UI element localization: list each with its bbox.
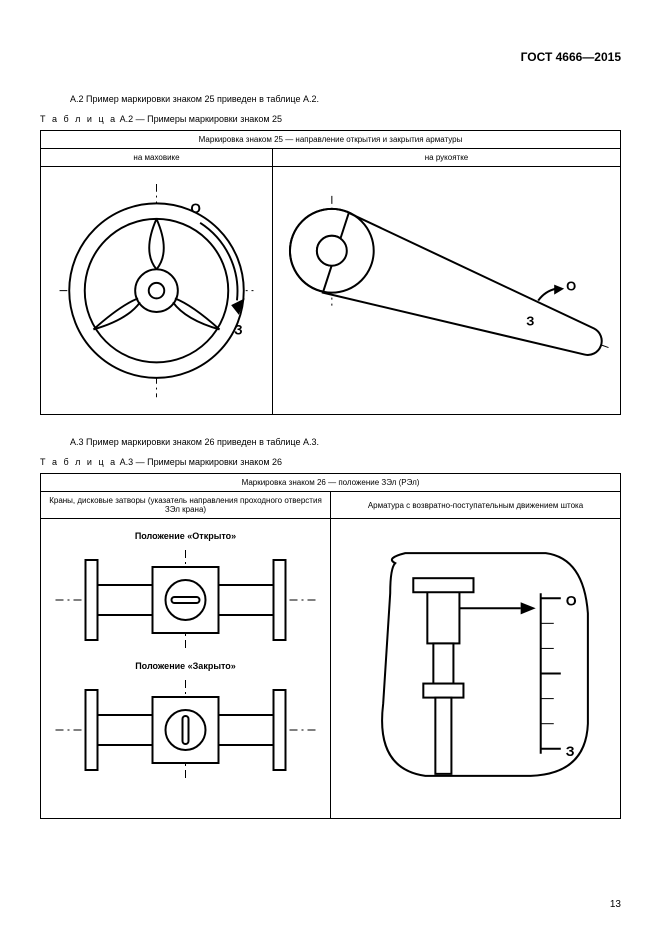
para-a2: А.2 Пример маркировки знаком 25 приведен… [70,94,621,104]
table-a2-caption: Т а б л и ц а А.2 — Примеры маркировки з… [40,114,621,124]
scale-close-label: З [566,743,575,759]
table-a2-header-span: Маркировка знаком 25 — направление откры… [41,131,621,149]
stem-indicator-icon: О З [335,523,616,814]
table-a2: Маркировка знаком 25 — направление откры… [40,130,621,415]
caption-rest: А.2 — Примеры маркировки знаком 25 [117,114,282,124]
handwheel-open-label: О [190,201,201,216]
table-a3-caption: Т а б л и ц а А.3 — Примеры маркировки з… [40,457,621,467]
table-a2-col1: на маховике [41,149,273,167]
stem-indicator-cell: О З [331,519,621,819]
caption-prefix-a3: Т а б л и ц а [40,457,117,467]
pos-closed-label: Положение «Закрыто» [41,661,330,671]
scale-open-label: О [566,593,577,609]
table-a2-col2: на рукоятке [273,149,621,167]
table-a3: Маркировка знаком 26 — положение ЗЭл (РЭ… [40,473,621,819]
table-a3-col2: Арматура с возвратно-поступательным движ… [331,492,621,519]
caption-rest-a3: А.3 — Примеры маркировки знаком 26 [117,457,282,467]
valve-closed-icon [41,675,330,785]
lever-close-label: З [526,314,534,329]
lever-open-label: О [566,279,576,294]
table-a3-col1: Краны, дисковые затворы (указатель напра… [41,492,331,519]
handwheel-icon: О З [45,171,268,410]
caption-prefix: Т а б л и ц а [40,114,117,124]
valve-open-icon [41,545,330,655]
doc-header: ГОСТ 4666—2015 [40,50,621,64]
lever-cell: О З [273,167,621,415]
table-a3-header-span: Маркировка знаком 26 — положение ЗЭл (РЭ… [41,474,621,492]
handwheel-cell: О З [41,167,273,415]
pos-open-label: Положение «Открыто» [41,531,330,541]
para-a3: А.3 Пример маркировки знаком 26 приведен… [70,437,621,447]
handwheel-close-label: З [234,322,243,337]
lever-icon: О З [277,171,616,410]
valve-positions-cell: Положение «Открыто» Положение «Закры [41,519,331,819]
page-number: 13 [610,899,621,910]
